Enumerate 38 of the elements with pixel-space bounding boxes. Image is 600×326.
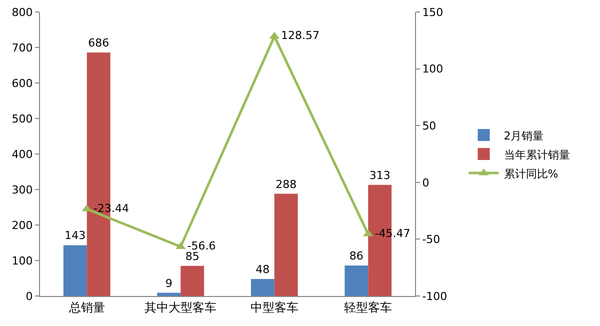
- y-tick-label: 300: [12, 183, 33, 196]
- y-tick-label: 200: [12, 218, 33, 232]
- x-tick-label: 总销量: [68, 300, 105, 314]
- data-label: -56.6: [187, 239, 216, 252]
- y2-tick-label: 50: [422, 119, 436, 132]
- data-label: 143: [64, 229, 86, 242]
- bar: [274, 194, 298, 296]
- data-label: 86: [349, 249, 364, 262]
- y-tick-label: 700: [12, 41, 33, 54]
- bar: [63, 245, 87, 296]
- data-label: 9: [165, 276, 172, 290]
- legend-label: 2月销量: [504, 129, 544, 142]
- bar: [180, 266, 204, 296]
- y-tick-label: 800: [12, 6, 33, 19]
- y2-tick-label: 0: [422, 176, 430, 190]
- x-tick-label: 轻型客车: [344, 300, 392, 314]
- x-tick-label: 中型客车: [250, 300, 298, 314]
- data-label: 48: [256, 262, 270, 276]
- x-tick-label: 其中大型客车: [144, 300, 217, 314]
- y-tick-label: 0: [26, 290, 33, 303]
- y2-tick-label: -100: [422, 290, 448, 303]
- legend-label: 当年累计销量: [504, 148, 570, 162]
- data-label: 85: [185, 250, 200, 263]
- bar: [250, 278, 274, 296]
- legend-label: 累计同比%: [504, 167, 558, 180]
- bar: [157, 292, 181, 296]
- bar: [344, 265, 368, 296]
- y2-tick-label: -50: [422, 233, 440, 246]
- y-tick-label: 600: [12, 76, 33, 90]
- data-label: 128.57: [281, 29, 320, 42]
- y2-tick-label: 150: [422, 6, 444, 19]
- y2-tick-label: 100: [422, 62, 444, 76]
- data-label: 686: [88, 36, 110, 50]
- y-tick-label: 100: [12, 254, 33, 268]
- y-tick-label: 400: [12, 148, 33, 161]
- y-tick-label: 500: [12, 112, 33, 126]
- data-label: 313: [369, 168, 390, 182]
- data-label: 288: [276, 178, 297, 191]
